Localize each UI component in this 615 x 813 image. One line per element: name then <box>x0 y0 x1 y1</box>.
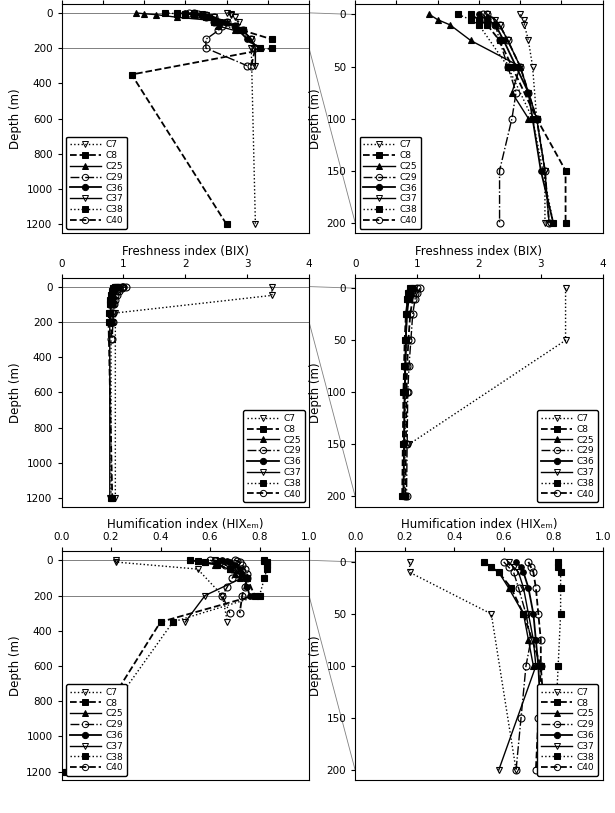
X-axis label: Humification index (HIXₑₘ): Humification index (HIXₑₘ) <box>401 519 557 531</box>
Y-axis label: Depth (m): Depth (m) <box>9 636 22 696</box>
Legend: C7, C8, C25, C29, C36, C37, C38, C40: C7, C8, C25, C29, C36, C37, C38, C40 <box>244 411 304 502</box>
Y-axis label: Depth (m): Depth (m) <box>309 89 322 149</box>
X-axis label: Freshness index (BIX): Freshness index (BIX) <box>415 245 542 258</box>
Legend: C7, C8, C25, C29, C36, C37, C38, C40: C7, C8, C25, C29, C36, C37, C38, C40 <box>360 137 421 228</box>
Legend: C7, C8, C25, C29, C36, C37, C38, C40: C7, C8, C25, C29, C36, C37, C38, C40 <box>537 411 598 502</box>
Legend: C7, C8, C25, C29, C36, C37, C38, C40: C7, C8, C25, C29, C36, C37, C38, C40 <box>537 684 598 776</box>
Y-axis label: Depth (m): Depth (m) <box>9 89 22 149</box>
Y-axis label: Depth (m): Depth (m) <box>9 362 22 423</box>
Y-axis label: Depth (m): Depth (m) <box>309 362 322 423</box>
Y-axis label: Depth (m): Depth (m) <box>309 636 322 696</box>
X-axis label: Humification index (HIXₑₘ): Humification index (HIXₑₘ) <box>107 519 263 531</box>
X-axis label: Freshness index (BIX): Freshness index (BIX) <box>122 245 249 258</box>
Legend: C7, C8, C25, C29, C36, C37, C38, C40: C7, C8, C25, C29, C36, C37, C38, C40 <box>66 137 127 228</box>
Legend: C7, C8, C25, C29, C36, C37, C38, C40: C7, C8, C25, C29, C36, C37, C38, C40 <box>66 684 127 776</box>
